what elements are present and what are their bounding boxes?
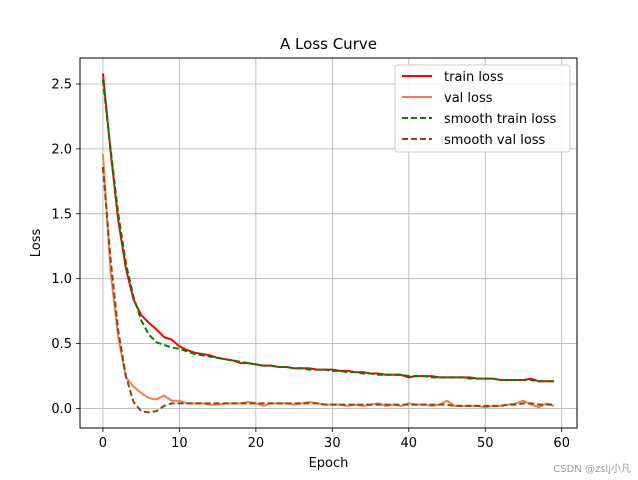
x-tick-label: 30 (324, 436, 341, 451)
y-axis-label: Loss (29, 229, 44, 258)
plot-frame (79, 57, 578, 429)
chart-title: A Loss Curve (280, 35, 377, 53)
x-tick-label: 0 (99, 436, 107, 451)
y-tick-label: 2.5 (51, 77, 72, 92)
legend-label-smooth-train-loss: smooth train loss (444, 112, 557, 127)
grid (80, 58, 577, 428)
y-tick-label: 1.0 (51, 272, 72, 287)
legend-box (394, 64, 571, 153)
legend-label-train-loss: train loss (444, 70, 504, 85)
y-tick-label: 0.5 (51, 337, 72, 352)
x-axis-ticks: 0 10 20 30 40 50 60 (99, 428, 570, 451)
series-layer (101, 73, 555, 414)
x-tick-label: 60 (553, 436, 570, 451)
x-tick-label: 20 (248, 436, 265, 451)
y-axis-ticks: 0.0 0.5 1.0 1.5 2.0 2.5 (51, 77, 80, 417)
legend-label-val-loss: val loss (444, 91, 493, 106)
y-tick-label: 0.0 (51, 402, 72, 417)
watermark: CSDN @zslj小凡 (553, 463, 631, 475)
y-tick-label: 2.0 (51, 142, 72, 157)
x-tick-label: 50 (477, 436, 494, 451)
x-tick-label: 40 (401, 436, 418, 451)
x-axis-label: Epoch (309, 456, 349, 471)
x-tick-label: 10 (171, 436, 188, 451)
series-line-smooth-val-loss (101, 166, 555, 414)
series-line-smooth-train-loss (101, 79, 555, 383)
legend: train loss val loss smooth train loss sm… (394, 64, 571, 153)
y-tick-label: 1.5 (51, 207, 72, 222)
legend-label-smooth-val-loss: smooth val loss (444, 133, 546, 148)
